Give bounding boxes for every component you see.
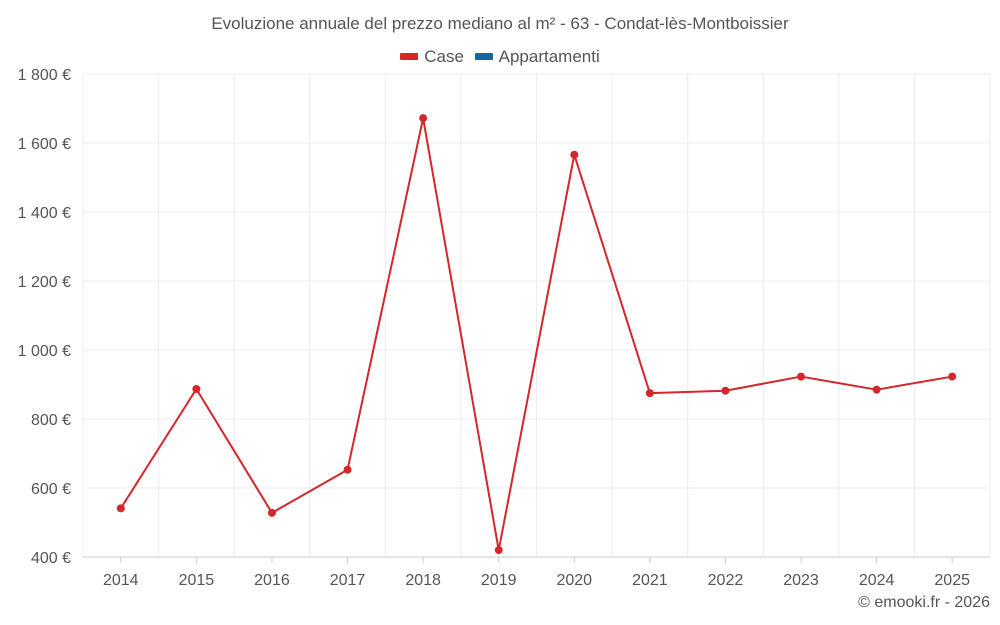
data-point [419,114,428,123]
x-tick-label: 2025 [934,572,970,589]
legend-item-appartamenti[interactable]: Appartamenti [474,46,600,67]
x-tick-label: 2019 [481,572,517,589]
axes [83,556,990,563]
y-tick-label: 800 € [31,412,71,429]
x-tick-label: 2023 [783,572,819,589]
x-tick-label: 2020 [556,572,592,589]
data-point [948,372,957,381]
legend-swatch-case [400,53,419,60]
y-tick-label: 1 400 € [18,205,71,222]
y-tick-label: 1 000 € [18,343,71,360]
y-tick-label: 600 € [31,481,71,498]
data-point [797,372,806,381]
legend-label-appartamenti: Appartamenti [498,46,600,66]
series-case [116,114,957,555]
x-tick-label: 2018 [405,572,441,589]
y-axis-labels: 400 € 600 € 800 € 1 000 € 1 200 € 1 400 € 1 60… [18,67,71,567]
x-tick-label: 2021 [632,572,668,589]
data-point [267,508,276,517]
x-tick-label: 2015 [179,572,215,589]
y-tick-label: 1 200 € [18,274,71,291]
data-point [721,386,730,395]
data-point [570,150,579,159]
x-tick-label: 2017 [330,572,366,589]
chart-legend: Case Appartamenti [0,45,1000,67]
data-point [192,384,201,393]
data-point [494,546,503,555]
legend-label-case: Case [424,46,464,66]
grid-lines [82,73,991,558]
y-tick-label: 400 € [31,550,71,567]
x-tick-label: 2014 [103,572,139,589]
x-tick-label: 2016 [254,572,290,589]
series-line-case [119,117,953,552]
legend-swatch-appartamenti [474,53,493,60]
data-point [872,385,881,394]
y-tick-label: 1 600 € [18,136,71,153]
data-point [645,389,654,398]
legend-item-case[interactable]: Case [400,47,464,67]
x-axis-labels: 2014 2015 2016 2017 2018 2019 2020 2021 2022 2023… [103,572,970,589]
y-tick-label: 1 800 € [18,67,71,84]
credit-text: © emooki.fr - 2026 [858,594,990,611]
x-tick-label: 2024 [859,572,895,589]
x-tick-label: 2022 [708,572,744,589]
chart-title: Evoluzione annuale del prezzo mediano al… [211,14,789,33]
data-point [116,504,125,513]
data-point [343,465,352,474]
